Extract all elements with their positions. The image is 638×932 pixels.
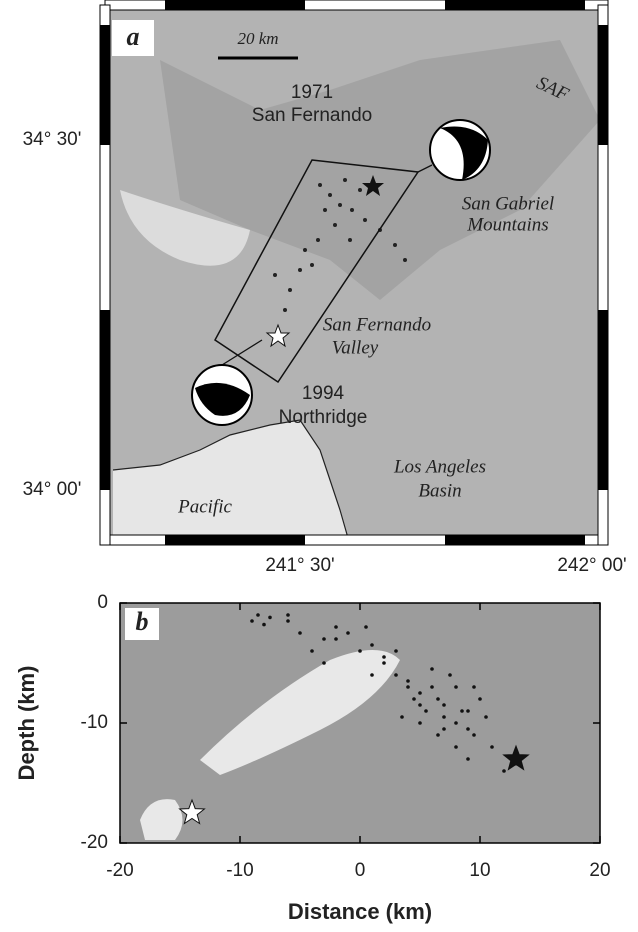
map: a 20 km 1971 San Fernando SAF San Gabrie… (100, 0, 608, 545)
map-label: 1971 (291, 82, 333, 103)
figure: a 20 km 1971 San Fernando SAF San Gabrie… (0, 0, 638, 932)
point (346, 631, 350, 635)
border (445, 0, 585, 10)
x-tick-label: -20 (106, 860, 133, 881)
map-label: Northridge (279, 407, 368, 428)
map-label: Valley (332, 337, 379, 358)
point (322, 637, 326, 641)
point (394, 673, 398, 677)
point (454, 721, 458, 725)
point (430, 667, 434, 671)
point (262, 623, 266, 627)
x-tick-label: 20 (589, 860, 610, 881)
point (418, 691, 422, 695)
point (454, 685, 458, 689)
point (418, 721, 422, 725)
x-tick-label: 0 (355, 860, 366, 881)
map-label: San Gabriel (462, 193, 554, 214)
point (382, 655, 386, 659)
point (400, 715, 404, 719)
map-label: San Fernando (252, 105, 372, 126)
point (466, 709, 470, 713)
point (382, 661, 386, 665)
point (322, 661, 326, 665)
point (250, 619, 254, 623)
point (424, 709, 428, 713)
point (298, 631, 302, 635)
point (472, 685, 476, 689)
border (165, 535, 305, 545)
point (406, 685, 410, 689)
point (442, 703, 446, 707)
map-label: Los Angeles (393, 456, 486, 477)
panel-label: a (127, 22, 140, 51)
border (445, 535, 585, 545)
map-label: Mountains (466, 214, 548, 235)
point (286, 619, 290, 623)
border (598, 310, 608, 490)
point (436, 733, 440, 737)
point (334, 625, 338, 629)
point (442, 727, 446, 731)
point (484, 715, 488, 719)
point (466, 757, 470, 761)
x-tick-label: 10 (469, 860, 490, 881)
y-tick-label: -10 (81, 712, 108, 733)
map-label: Basin (418, 480, 461, 501)
point (364, 625, 368, 629)
map-label: Pacific (177, 496, 232, 517)
x-tick-label: -10 (226, 860, 253, 881)
y-axis-label: Depth (km) (14, 666, 39, 781)
panel-label: b (136, 607, 149, 636)
border (598, 25, 608, 145)
point (412, 697, 416, 701)
lat-label: 34° 30' (23, 129, 82, 150)
point (472, 733, 476, 737)
lon-label: 241° 30' (265, 555, 334, 576)
point (436, 697, 440, 701)
point (448, 673, 452, 677)
point (418, 703, 422, 707)
point (370, 673, 374, 677)
map-label: 1994 (302, 383, 345, 404)
point (406, 679, 410, 683)
y-tick-label: -20 (81, 832, 108, 853)
point (466, 727, 470, 731)
point (430, 685, 434, 689)
point (490, 745, 494, 749)
x-axis-label: Distance (km) (288, 899, 432, 924)
y-tick-label: 0 (97, 592, 108, 613)
point (478, 697, 482, 701)
point (454, 745, 458, 749)
border (165, 0, 305, 10)
lon-label: 242° 00' (557, 555, 626, 576)
border (100, 25, 110, 145)
point (286, 613, 290, 617)
point (502, 769, 506, 773)
point (310, 649, 314, 653)
point (358, 649, 362, 653)
point (370, 643, 374, 647)
map-label: San Fernando (323, 314, 431, 335)
point (334, 637, 338, 641)
scale-label: 20 km (237, 29, 278, 48)
point (268, 616, 272, 620)
point (460, 709, 464, 713)
point (256, 613, 260, 617)
lat-label: 34° 00' (23, 479, 82, 500)
point (394, 649, 398, 653)
point (442, 715, 446, 719)
border (100, 310, 110, 490)
